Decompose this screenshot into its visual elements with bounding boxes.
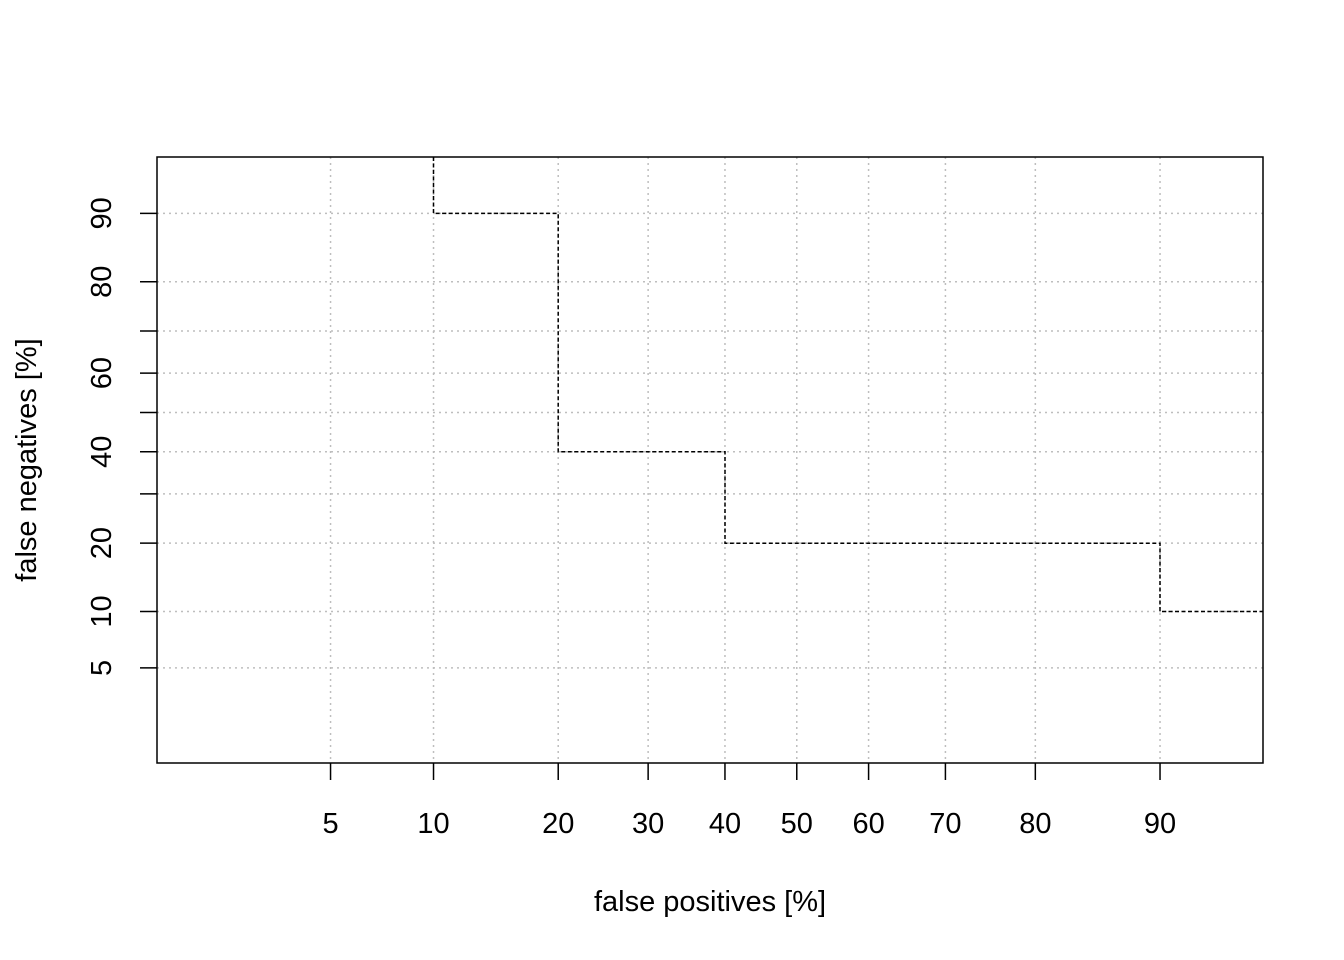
y-tick-label: 80 xyxy=(86,266,118,298)
x-tick-label: 10 xyxy=(417,808,449,840)
series-line xyxy=(432,157,1263,613)
x-tick-label: 70 xyxy=(929,808,961,840)
x-tick-label: 30 xyxy=(632,808,664,840)
y-tick-label: 60 xyxy=(86,357,118,389)
y-axis: 5 10 20 40 60 80 90 xyxy=(86,197,157,676)
x-axis: 5 10 20 30 40 50 60 70 80 90 xyxy=(322,763,1176,840)
y-axis-title: false negatives [%] xyxy=(11,338,43,581)
x-tick-label: 20 xyxy=(542,808,574,840)
x-tick-label: 80 xyxy=(1019,808,1051,840)
x-tick-label: 60 xyxy=(852,808,884,840)
y-tick-label: 20 xyxy=(86,527,118,559)
det-step-line xyxy=(432,157,1263,613)
x-axis-title: false positives [%] xyxy=(594,886,826,918)
x-tick-label: 50 xyxy=(781,808,813,840)
x-tick-label: 5 xyxy=(322,808,338,840)
x-tick-label: 90 xyxy=(1144,808,1176,840)
plot-frame xyxy=(156,156,1264,764)
y-tick-label: 5 xyxy=(86,660,118,676)
y-tick-label: 40 xyxy=(86,436,118,468)
y-tick-label: 90 xyxy=(86,197,118,229)
y-tick-label: 10 xyxy=(86,595,118,627)
grid xyxy=(157,157,1263,763)
x-tick-label: 40 xyxy=(709,808,741,840)
